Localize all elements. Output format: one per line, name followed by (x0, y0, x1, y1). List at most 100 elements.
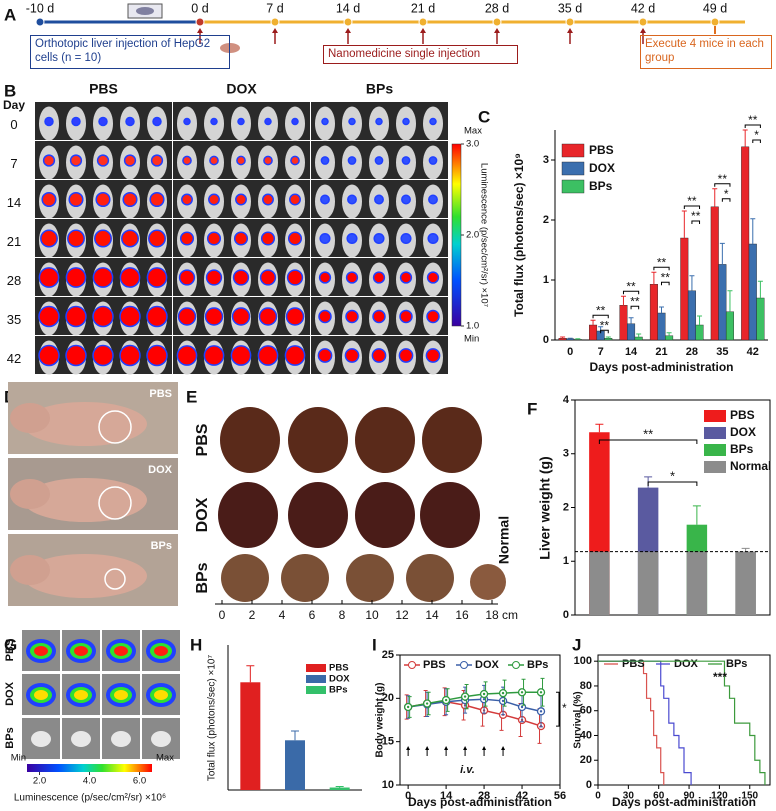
signal (65, 344, 87, 367)
colorbar-tick-label: 4.0 (83, 776, 96, 787)
error-bar (659, 306, 664, 313)
marker-dot (520, 705, 524, 709)
signal (92, 305, 114, 328)
y-axis-title: Body weight (g) (375, 683, 386, 758)
marker-dot (482, 698, 486, 701)
signal-core (114, 646, 128, 656)
signal (233, 231, 249, 246)
ruler-label: 6 (309, 608, 316, 622)
signal (150, 154, 164, 167)
y-axis-title: Liver weight (g) (537, 456, 553, 559)
colorbar-min: Min (11, 753, 26, 764)
significance-bracket (661, 281, 670, 286)
row-label: PBS (194, 423, 211, 456)
signal (346, 232, 358, 245)
error-bar (590, 319, 596, 325)
signal (347, 156, 357, 165)
signal (92, 267, 114, 288)
x-axis-title: Days post-administration (408, 795, 552, 809)
significance-bracket (744, 124, 761, 128)
y-tick-label: 20 (580, 754, 592, 766)
significance-bracket (683, 205, 701, 209)
survival-curve (598, 660, 766, 785)
mouse-photo (23, 478, 147, 522)
signal (263, 155, 273, 166)
significance-bracket (714, 183, 731, 187)
signal (291, 117, 299, 126)
x-tick-label: 0 (567, 346, 573, 358)
timeline-dot (270, 17, 280, 27)
y-tick-label: 100 (574, 655, 592, 667)
bar (604, 338, 613, 341)
signal (401, 156, 411, 165)
colorbar (27, 764, 152, 772)
timeline-dot (195, 17, 205, 27)
signal (71, 116, 81, 127)
marker-dot (406, 705, 410, 709)
legend-label: DOX (589, 161, 615, 175)
signal (208, 193, 220, 206)
signal (321, 117, 329, 126)
signal (372, 309, 386, 324)
significance-bracket (721, 198, 731, 202)
y-tick-label: 40 (580, 729, 592, 741)
row-label: BPs (4, 727, 16, 748)
significance-bracket (622, 290, 640, 295)
signal (209, 155, 219, 166)
day-label: 35 d (558, 1, 582, 15)
normal-portion (637, 551, 659, 615)
marker-dot (425, 702, 429, 705)
bar (680, 237, 689, 341)
note: Nanomedicine single injection (323, 45, 518, 64)
signal (67, 229, 85, 248)
signal (44, 116, 54, 127)
ruler-label: 0 (219, 608, 226, 622)
note: Orthotopic liver injection of HepG2 cell… (30, 35, 230, 69)
error-bar (246, 665, 255, 683)
bar (589, 324, 598, 341)
signal (289, 193, 301, 206)
signal (426, 309, 440, 324)
error-bar (291, 730, 299, 741)
y-axis-title: Total flux (photons/sec) ×10⁹ (512, 153, 526, 317)
marker-dot (520, 691, 524, 694)
day-label: 7 d (266, 1, 283, 15)
day-label: 21 (7, 234, 21, 249)
ruler-label: 18 (485, 608, 499, 622)
ruler-label: 10 (365, 608, 379, 622)
legend-marker (408, 661, 416, 669)
signal (347, 194, 357, 205)
signal (42, 154, 56, 167)
significance-label: ** (718, 172, 728, 186)
legend-label: PBS (622, 658, 645, 670)
liver (288, 482, 348, 548)
arrow-head (420, 28, 426, 33)
signal (122, 191, 138, 208)
significance-label: ** (691, 209, 701, 223)
bar (627, 323, 636, 341)
bar (634, 336, 643, 341)
arrow-head (463, 746, 468, 750)
panel-label: E (186, 387, 197, 406)
arrow-head (345, 28, 351, 33)
colorbar-tick-label: 2.0 (466, 230, 479, 241)
bar (558, 338, 567, 341)
row-label: DOX (4, 681, 16, 706)
signal (402, 117, 410, 126)
legend-swatch (704, 461, 726, 473)
legend-swatch (561, 143, 585, 158)
bar (649, 284, 658, 341)
ruler-label: 16 (455, 608, 469, 622)
ruler-unit: cm (502, 608, 518, 622)
signal (148, 229, 166, 248)
y-tick-label: 1 (543, 274, 549, 286)
bar (725, 311, 734, 341)
signal (428, 194, 438, 205)
note-box: Execute 4 mice in each group (640, 35, 772, 69)
colorbar-title: Luminescence (p/sec/cm²/sr) ×10⁷ (478, 163, 489, 308)
bar (741, 146, 750, 341)
legend-swatch (561, 161, 585, 176)
y-tick-label: 3 (543, 154, 549, 166)
photo-label: BPs (151, 540, 172, 552)
